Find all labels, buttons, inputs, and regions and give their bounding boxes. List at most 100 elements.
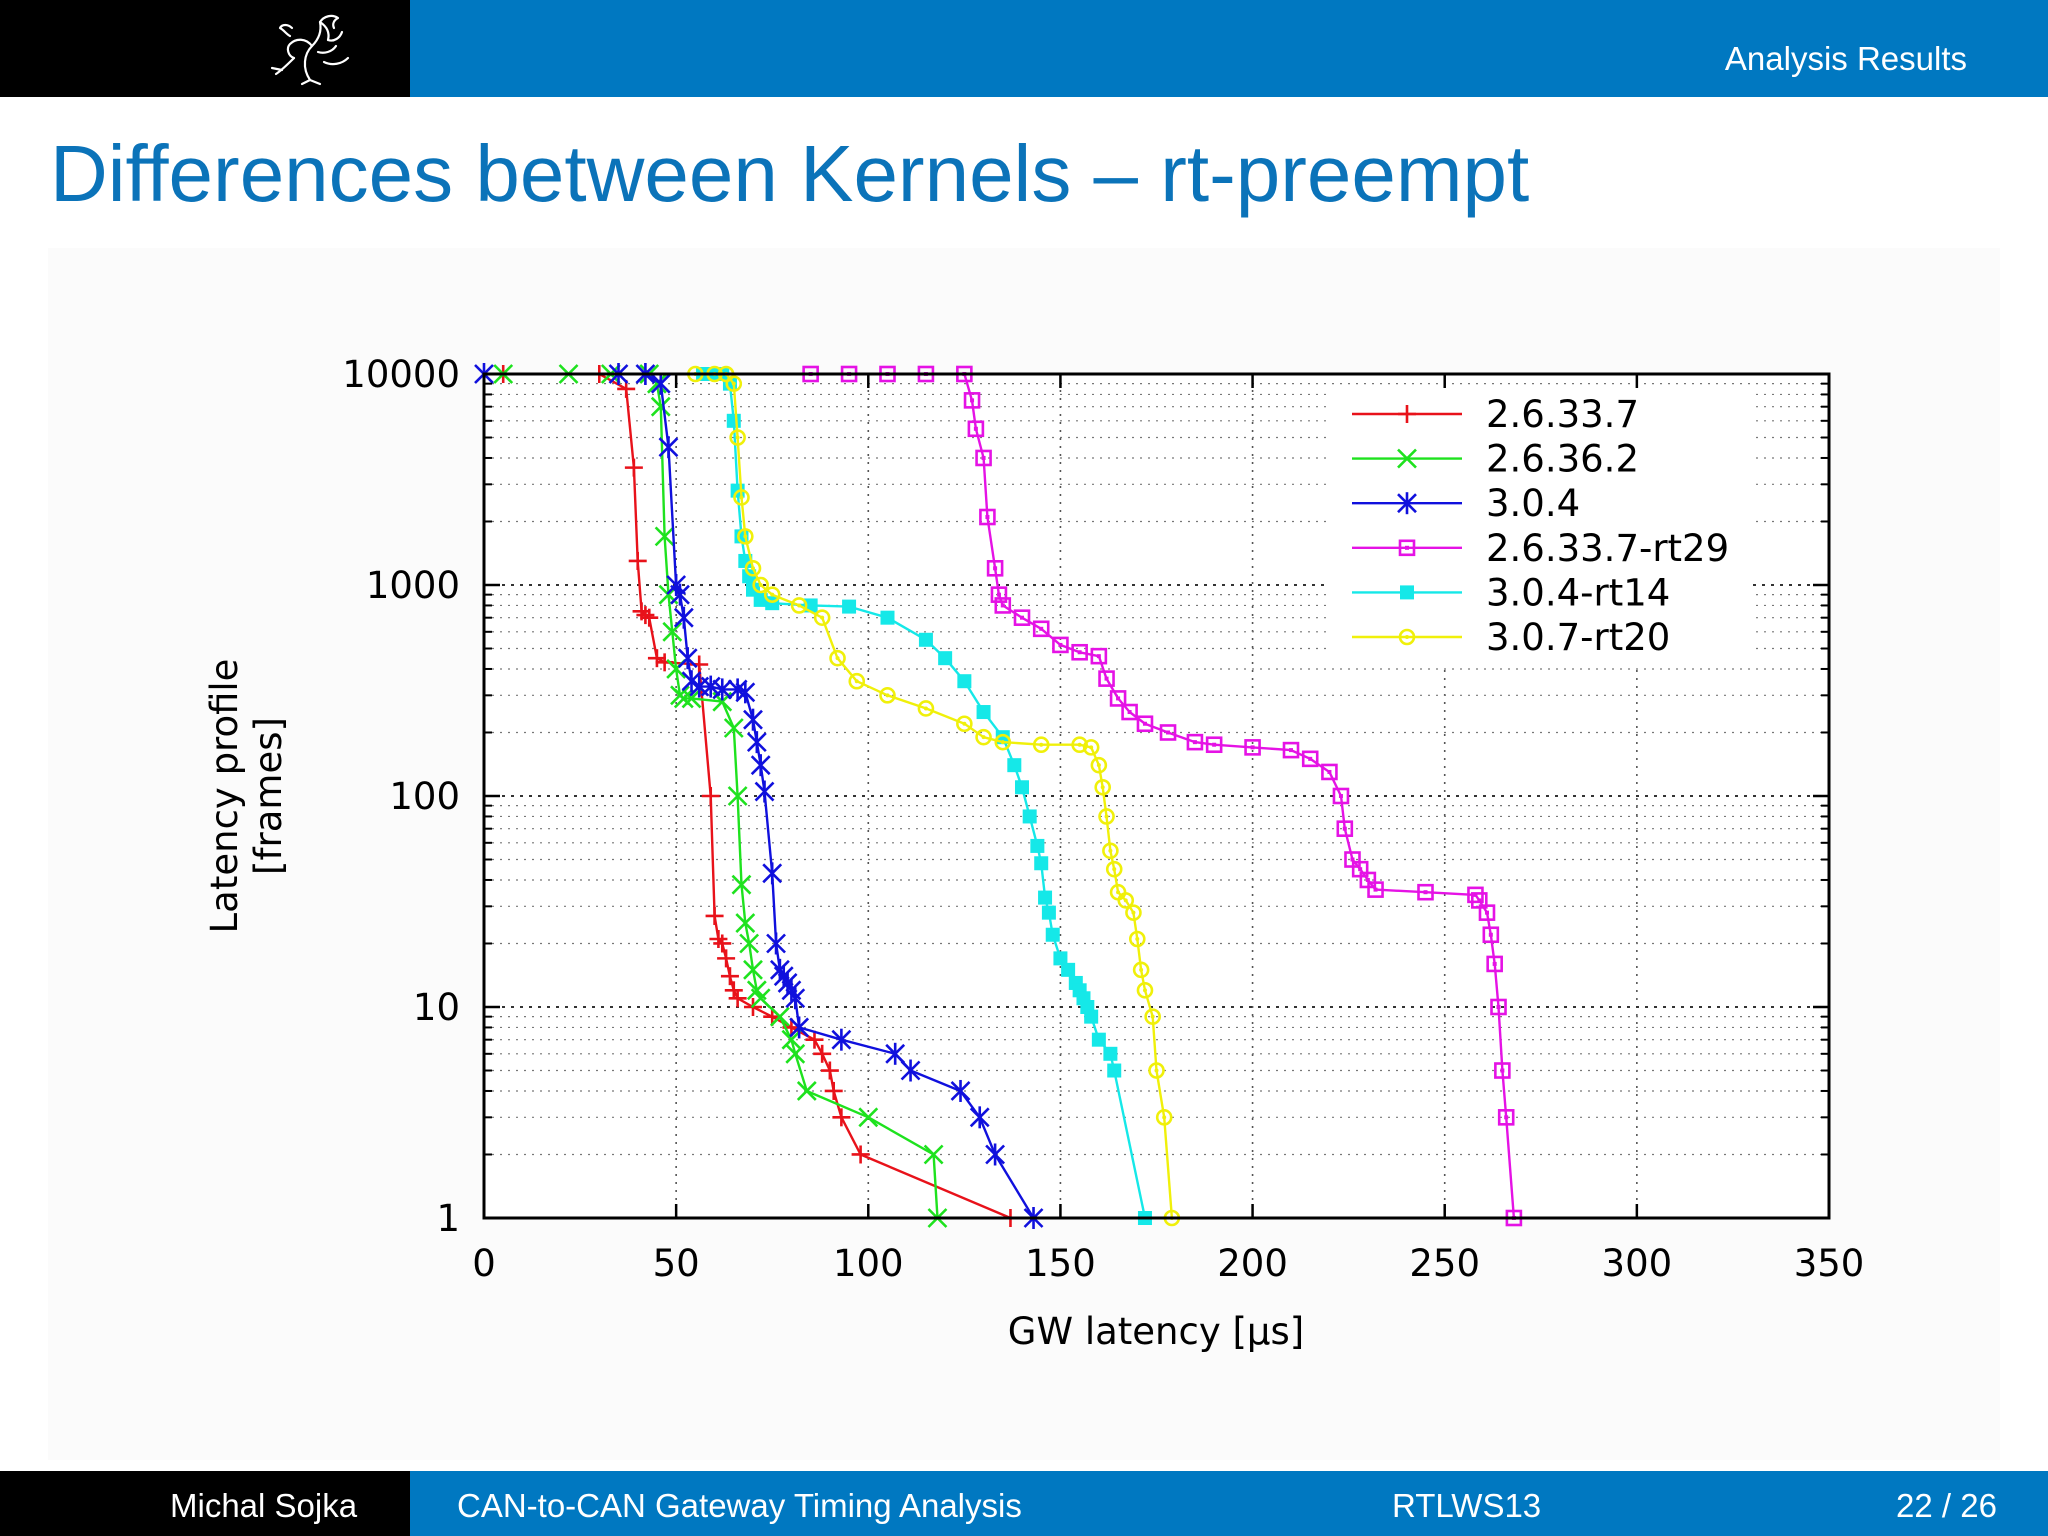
x-tick-label: 200 xyxy=(1217,1242,1288,1285)
data-point xyxy=(1030,838,1045,853)
data-point xyxy=(1090,756,1108,774)
x-tick-label: 250 xyxy=(1409,1242,1480,1285)
data-point xyxy=(636,606,655,625)
legend-label: 3.0.4 xyxy=(1486,482,1580,525)
chart-ticks: 0 50 100 150 200 250 300 350 1 10 100 1000 10000 xyxy=(342,353,1864,1285)
footer-venue: RTLWS13 xyxy=(1392,1487,1542,1524)
data-point xyxy=(790,597,808,614)
data-point xyxy=(1041,905,1056,920)
x-tick-label: 350 xyxy=(1794,1242,1865,1285)
logo-area xyxy=(0,0,410,97)
data-point xyxy=(735,681,756,704)
data-point xyxy=(733,489,750,506)
legend-marker xyxy=(1398,405,1416,423)
data-point xyxy=(785,987,806,1010)
data-point xyxy=(938,651,953,666)
data-point xyxy=(750,754,771,777)
data-point xyxy=(1105,860,1123,878)
data-point xyxy=(963,392,981,409)
data-point xyxy=(1321,763,1338,781)
data-point xyxy=(917,700,935,717)
data-point xyxy=(900,1059,921,1082)
series-2 xyxy=(474,363,1044,1229)
x-tick-label: 150 xyxy=(1025,1242,1096,1285)
data-point xyxy=(1090,647,1108,665)
data-point xyxy=(956,715,973,733)
data-point xyxy=(1034,856,1049,871)
data-point xyxy=(1155,1109,1173,1126)
data-point xyxy=(1486,955,1503,973)
legend-entry: 2.6.33.7-rt29 xyxy=(1352,527,1729,570)
x-axis-label: GW latency [µs] xyxy=(1008,1310,1304,1353)
data-point xyxy=(1022,809,1037,824)
data-point xyxy=(1117,892,1135,909)
data-point xyxy=(1061,962,1076,977)
x-tick-label: 50 xyxy=(653,1242,700,1285)
data-point xyxy=(1032,736,1050,754)
data-point xyxy=(1128,930,1146,948)
data-point xyxy=(650,372,671,395)
chart-series xyxy=(474,363,1523,1229)
data-point xyxy=(750,988,771,1009)
x-tick-label: 300 xyxy=(1602,1242,1673,1285)
data-point xyxy=(1045,927,1060,942)
data-point xyxy=(879,687,896,704)
data-point xyxy=(717,949,736,968)
data-point xyxy=(762,862,783,885)
data-point xyxy=(950,1079,971,1102)
footer-talk-title: CAN-to-CAN Gateway Timing Analysis xyxy=(457,1487,1022,1524)
data-point xyxy=(918,632,933,647)
data-point xyxy=(880,610,895,625)
data-point xyxy=(628,551,647,570)
data-point xyxy=(731,874,752,895)
data-point xyxy=(624,458,643,477)
data-point xyxy=(829,649,846,667)
data-point xyxy=(766,932,786,955)
data-point xyxy=(713,934,732,953)
university-lion-logo xyxy=(270,14,350,86)
data-point xyxy=(824,1081,843,1100)
legend-label: 2.6.36.2 xyxy=(1486,438,1639,481)
data-point xyxy=(975,728,992,746)
legend-label: 3.0.7-rt20 xyxy=(1486,616,1670,659)
y-tick-label: 100 xyxy=(389,775,460,818)
data-point xyxy=(1136,715,1154,733)
data-point xyxy=(1052,636,1069,654)
data-point xyxy=(735,913,756,933)
y-axis-label: Latency profile[frames] xyxy=(203,659,290,934)
series-line xyxy=(484,372,1035,1219)
data-point xyxy=(1136,981,1154,999)
data-point xyxy=(712,678,733,701)
data-point xyxy=(746,731,767,754)
section-title: Analysis Results xyxy=(1724,40,1967,77)
data-point xyxy=(700,675,721,698)
footer-author-area xyxy=(0,1471,410,1536)
data-point xyxy=(720,967,739,986)
legend-marker xyxy=(1398,539,1416,557)
data-point xyxy=(1494,1062,1511,1079)
data-point xyxy=(739,933,760,954)
data-point xyxy=(1013,609,1031,626)
data-point xyxy=(640,608,659,627)
data-point xyxy=(681,688,702,709)
legend-marker xyxy=(1397,492,1417,515)
data-point xyxy=(673,606,694,629)
data-point xyxy=(796,1081,817,1101)
data-point xyxy=(848,672,866,690)
data-point xyxy=(976,705,991,720)
data-point xyxy=(1053,951,1068,966)
data-point xyxy=(1467,886,1484,904)
data-point xyxy=(662,621,683,642)
data-point xyxy=(1032,620,1050,638)
legend-entry: 3.0.4-rt14 xyxy=(1352,571,1670,614)
data-point xyxy=(1125,904,1142,921)
data-point xyxy=(1082,739,1100,756)
data-point xyxy=(701,787,720,805)
data-point xyxy=(1186,733,1204,751)
legend-marker xyxy=(1397,448,1417,469)
data-point xyxy=(1038,890,1053,905)
footer-info-bar xyxy=(410,1471,2048,1536)
legend-label: 3.0.4-rt14 xyxy=(1486,571,1670,614)
data-point xyxy=(785,1043,806,1064)
legend-entry: 2.6.33.7 xyxy=(1352,393,1639,436)
